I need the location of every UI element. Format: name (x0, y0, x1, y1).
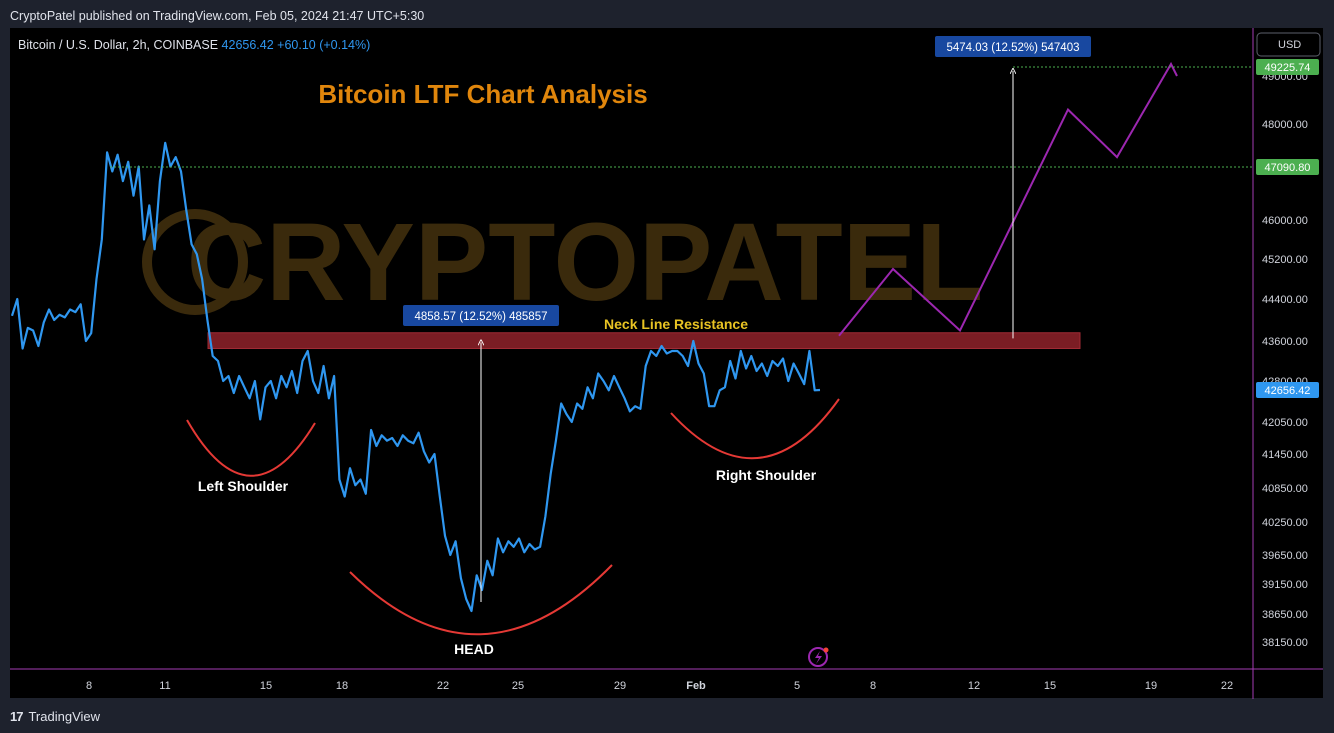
notification-dot-icon (823, 647, 829, 653)
x-tick-label: 11 (159, 680, 170, 692)
tradingview-logo-label: TradingView (28, 709, 101, 724)
measure-label: 4858.57 (12.52%) 485857 (415, 311, 548, 323)
x-tick-label: 22 (1221, 680, 1233, 692)
price-badge (1256, 159, 1319, 175)
neckline-label: Neck Line Resistance (604, 316, 748, 332)
neckline-resistance-zone[interactable] (207, 332, 1081, 349)
chart-title: Bitcoin LTF Chart Analysis (318, 79, 647, 109)
price-badge-label: 42656.42 (1265, 385, 1311, 397)
y-tick-label: 48000.00 (1262, 119, 1308, 131)
chart-area[interactable] (10, 28, 1323, 698)
head-label: HEAD (454, 641, 494, 657)
right-shoulder-curve (670, 398, 840, 460)
projection-path[interactable] (838, 61, 1178, 337)
x-tick-label: 8 (870, 680, 876, 692)
y-tick-label: 43600.00 (1262, 336, 1308, 348)
price-badge (1256, 382, 1319, 398)
measure-label-box (403, 305, 559, 326)
tradingview-logo-icon: 17 (10, 709, 24, 724)
currency-button[interactable] (1256, 32, 1321, 57)
y-tick-label: 38150.00 (1262, 637, 1308, 649)
x-tick-label: 18 (336, 680, 348, 692)
price-badge-label: 47090.80 (1265, 162, 1311, 174)
price-line[interactable] (10, 141, 821, 613)
x-tick-label: 22 (437, 680, 449, 692)
measure-label-box (935, 36, 1091, 57)
symbol-name: Bitcoin / U.S. Dollar, 2h, COINBASE (18, 38, 222, 52)
x-tick-label: 19 (1145, 680, 1157, 692)
footer-bar (0, 698, 1334, 733)
x-tick-label: 15 (260, 680, 272, 692)
tradingview-logo[interactable]: 17 TradingView (10, 709, 100, 724)
x-tick-label: 25 (512, 680, 524, 692)
x-tick-label: 29 (614, 680, 626, 692)
publisher-bar: CryptoPatel published on TradingView.com… (0, 0, 1334, 30)
head-curve (349, 564, 613, 636)
y-tick-label: 46000.00 (1262, 215, 1308, 227)
x-tick-label: Feb (686, 680, 706, 692)
y-tick-label: 44400.00 (1262, 294, 1308, 306)
lightning-icon[interactable] (808, 647, 828, 667)
y-tick-label: 41450.00 (1262, 449, 1308, 461)
x-tick-label: 15 (1044, 680, 1056, 692)
right-shoulder-label: Right Shoulder (716, 467, 817, 483)
y-tick-label: 38650.00 (1262, 609, 1308, 621)
y-tick-label: 40850.00 (1262, 483, 1308, 495)
x-tick-label: 5 (794, 680, 800, 692)
left-shoulder-label: Left Shoulder (198, 478, 289, 494)
y-tick-label: 39650.00 (1262, 550, 1308, 562)
currency-button-label: USD (1278, 39, 1301, 51)
y-tick-label: 42050.00 (1262, 417, 1308, 429)
symbol-change: +60.10 (+0.14%) (277, 38, 370, 52)
lightning-bolt-icon (815, 651, 822, 664)
y-tick-label: 40250.00 (1262, 517, 1308, 529)
x-tick-label: 12 (968, 680, 980, 692)
symbol-price: 42656.42 (222, 38, 278, 52)
left-shoulder-curve (186, 419, 316, 477)
x-tick-label: 8 (86, 680, 92, 692)
price-badge (1256, 59, 1319, 75)
watermark-logo-icon (142, 209, 248, 315)
price-badge-label: 49225.74 (1265, 62, 1311, 74)
y-tick-label: 39150.00 (1262, 579, 1308, 591)
measure-label: 5474.03 (12.52%) 547403 (947, 42, 1080, 54)
publisher-line: CryptoPatel published on TradingView.com… (10, 9, 425, 23)
watermark-text: CRYPTOPATEL (187, 201, 984, 324)
y-tick-label: 45200.00 (1262, 254, 1308, 266)
symbol-line: Bitcoin / U.S. Dollar, 2h, COINBASE 4265… (18, 38, 370, 52)
